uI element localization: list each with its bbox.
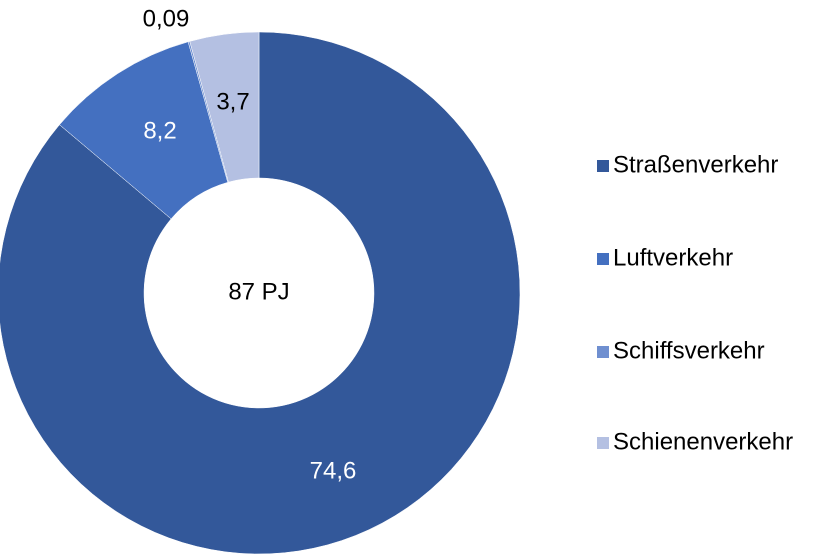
data-label: 3,7: [216, 88, 249, 115]
donut-slice: [0, 31, 521, 555]
legend-swatch: [597, 346, 609, 358]
legend-label: Schiffsverkehr: [613, 337, 765, 364]
data-label: 0,09: [143, 5, 190, 32]
legend-label: Straßenverkehr: [613, 151, 778, 178]
data-label: 8,2: [143, 117, 176, 144]
donut-slice: [189, 31, 260, 183]
legend-swatch: [597, 437, 609, 449]
data-label: 74,6: [310, 457, 357, 484]
legend-label: Luftverkehr: [613, 244, 733, 271]
center-label: 87 PJ: [228, 278, 289, 305]
legend-label: Schienenverkehr: [613, 428, 793, 455]
legend-swatch: [597, 253, 609, 265]
legend-swatch: [597, 160, 609, 172]
